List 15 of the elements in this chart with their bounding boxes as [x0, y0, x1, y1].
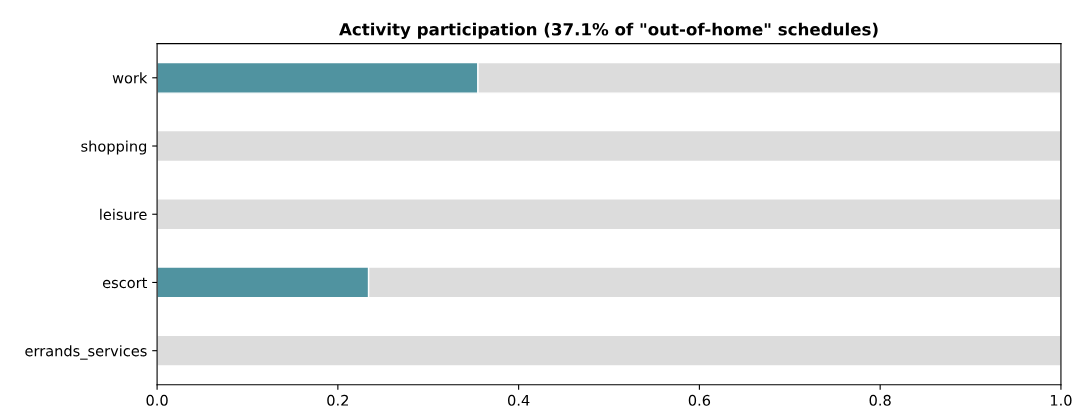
x-tick-label: 0.8: [869, 394, 891, 406]
y-tick-label: leisure: [100, 208, 147, 220]
y-tick-label: shopping: [81, 140, 147, 155]
x-tick-label: 0.4: [508, 394, 530, 406]
x-tick-label: 0.2: [327, 394, 348, 406]
x-tick-label: 0.6: [688, 394, 711, 406]
y-tick-label: escort: [102, 277, 148, 289]
bar: [157, 129, 1061, 163]
y-tick-label: work: [112, 72, 148, 84]
bar: [157, 198, 1061, 231]
chart-title: Activity participation (37.1% of "out-of-home" schedules): [339, 22, 878, 39]
bar: [157, 334, 1061, 367]
x-tick-label: 1.0: [1050, 394, 1072, 406]
x-tick-label: 0.0: [146, 394, 168, 406]
y-tick-label: errands_services: [25, 345, 147, 360]
